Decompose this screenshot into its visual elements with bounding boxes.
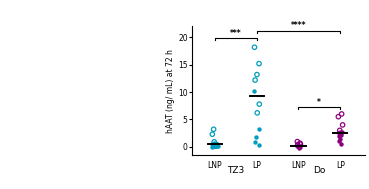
Point [294,140,300,143]
Point [337,137,343,140]
Point [256,128,262,131]
Point [211,140,217,143]
Text: ***: *** [230,29,242,38]
Point [210,142,215,145]
Point [215,144,221,147]
Point [339,112,345,115]
Point [252,140,258,143]
Point [252,46,258,49]
Point [251,89,257,92]
Point [339,130,345,133]
Point [296,145,302,148]
Point [337,129,343,132]
Point [295,144,301,147]
Point [212,143,218,146]
Point [210,145,215,148]
Y-axis label: hAAT (ng/ mL) at 72 h: hAAT (ng/ mL) at 72 h [166,49,175,133]
Point [337,132,342,135]
Point [211,145,217,148]
Point [214,145,220,148]
Point [297,142,303,145]
Point [254,136,259,139]
Point [297,146,303,149]
Point [214,143,220,146]
Point [254,73,260,76]
Point [296,144,301,147]
Point [296,146,301,149]
Point [336,140,342,143]
Text: *: * [317,98,321,107]
Text: TZ3: TZ3 [227,166,244,175]
Point [256,103,262,106]
Point [213,144,219,147]
Point [212,144,218,147]
Point [294,145,300,148]
Point [337,131,343,134]
Point [338,143,344,146]
Point [213,144,219,147]
Point [209,133,215,136]
Point [254,111,260,114]
Point [295,145,301,148]
Point [211,142,217,145]
Point [297,143,303,146]
Point [256,62,262,65]
Point [252,79,258,82]
Point [256,143,262,146]
Point [338,133,344,136]
Text: Do: Do [313,166,325,175]
Point [337,135,342,138]
Point [211,128,217,131]
Point [295,144,301,147]
Point [339,123,345,126]
Text: ****: **** [291,21,306,30]
Point [295,143,301,146]
Point [335,115,341,118]
Point [212,145,218,148]
